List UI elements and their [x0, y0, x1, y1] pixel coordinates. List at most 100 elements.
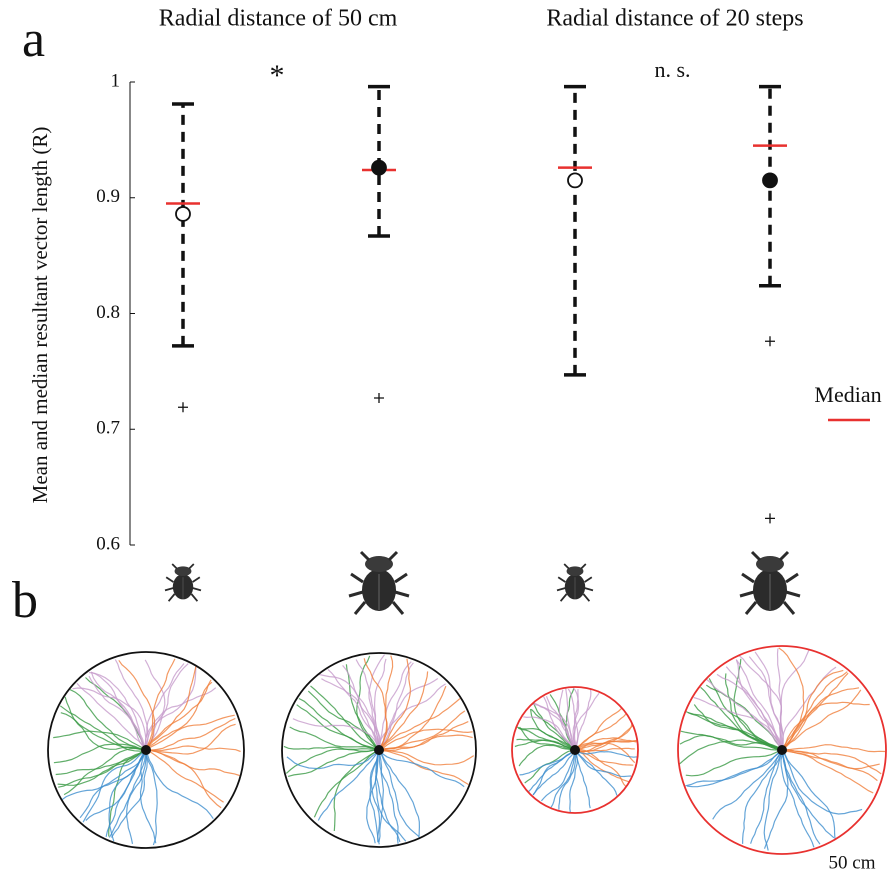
trajectory: [378, 685, 447, 751]
mean-marker: [371, 159, 387, 176]
trajectory: [327, 668, 380, 751]
panel-label: b: [12, 572, 38, 629]
trajectory: [685, 749, 783, 777]
trajectory: [289, 726, 380, 751]
beetle-legs: [164, 563, 202, 602]
trajectory: [345, 664, 380, 751]
trajectory: [145, 749, 224, 803]
trajectory: [540, 749, 576, 802]
beetle-head: [365, 556, 393, 572]
trajectory: [700, 686, 783, 751]
trajectory: [378, 728, 473, 751]
trajectory: [558, 749, 577, 810]
trajectory: [108, 749, 147, 838]
outlier: [765, 336, 775, 347]
trajectory: [76, 682, 147, 751]
panel-label: a: [22, 11, 45, 68]
trajectory: [574, 740, 637, 751]
trajectory: [144, 659, 166, 751]
trajectory: [57, 749, 147, 786]
trajectory: [742, 749, 783, 844]
trajectory: [378, 749, 421, 838]
trajectory: [781, 672, 849, 751]
trajectory: [118, 659, 156, 751]
trajectory: [685, 749, 783, 787]
trajectory: [90, 671, 147, 751]
trajectory: [574, 749, 630, 783]
trajectory: [145, 749, 158, 846]
trajectory: [378, 658, 412, 751]
trajectory: [114, 659, 149, 751]
beetle: [556, 563, 594, 602]
trajectory: [378, 698, 461, 751]
trajectory: [543, 696, 576, 751]
trajectory: [378, 749, 465, 788]
beetle: [739, 550, 801, 615]
trajectory: [110, 749, 148, 838]
trajectory: [145, 749, 240, 777]
trajectory: [72, 687, 147, 751]
trajectory: [781, 701, 870, 751]
trajectory: [82, 749, 147, 823]
outlier: [765, 513, 775, 524]
trajectory: [518, 744, 576, 767]
trajectory: [706, 679, 783, 751]
trajectory: [79, 749, 147, 819]
trajectory: [370, 749, 381, 843]
trajectory: [296, 704, 380, 751]
release-point: [777, 745, 787, 755]
trajectory: [378, 661, 412, 751]
trajectory: [778, 647, 805, 751]
trajectory: [523, 716, 576, 751]
trajectory: [59, 705, 147, 752]
trajectory: [776, 648, 784, 751]
trajectory: [679, 734, 783, 751]
trajectory: [565, 688, 576, 751]
mean-marker: [175, 206, 191, 222]
trajectories: [47, 645, 887, 855]
trajectory: [378, 749, 475, 766]
trajectory: [530, 708, 576, 751]
trajectory: [287, 749, 380, 777]
trajectory: [145, 723, 236, 755]
release-point: [374, 745, 384, 755]
trajectory: [567, 688, 579, 751]
trajectory: [569, 749, 578, 813]
trajectory: [781, 749, 878, 782]
beetle: [164, 563, 202, 602]
trajectory: [781, 687, 860, 751]
trajectory: [363, 658, 388, 751]
trajectory: [680, 730, 782, 751]
trajectory: [108, 749, 147, 842]
y-tick-label: 0.8: [96, 302, 120, 323]
mean-marker: [762, 172, 778, 189]
scale-label: 50 cm: [829, 852, 876, 873]
trajectory: [64, 696, 147, 751]
trajectory: [313, 749, 380, 818]
trajectory: [144, 687, 217, 751]
trajectory: [781, 749, 874, 794]
arena-circle: [677, 645, 887, 855]
release-point: [141, 745, 151, 755]
beetle-legs: [739, 550, 801, 615]
y-tick-label: 1: [111, 70, 121, 91]
trajectory: [318, 673, 380, 751]
y-axis-label: Mean and median resultant vector length …: [28, 127, 52, 504]
trajectory: [378, 749, 399, 844]
trajectory: [378, 749, 469, 786]
trajectory: [781, 666, 837, 751]
trajectory: [781, 744, 886, 753]
trajectory: [375, 749, 401, 843]
trajectory: [781, 749, 836, 840]
trajectory: [738, 655, 783, 751]
trajectory: [292, 718, 380, 751]
arena-circle: [47, 651, 245, 849]
trajectory: [145, 658, 176, 751]
trajectory: [145, 749, 214, 820]
trajectory: [126, 749, 147, 845]
title: Radial distance of 50 cm: [159, 6, 398, 32]
trajectory: [145, 717, 236, 751]
trajectory: [750, 749, 783, 844]
trajectory: [286, 749, 380, 770]
